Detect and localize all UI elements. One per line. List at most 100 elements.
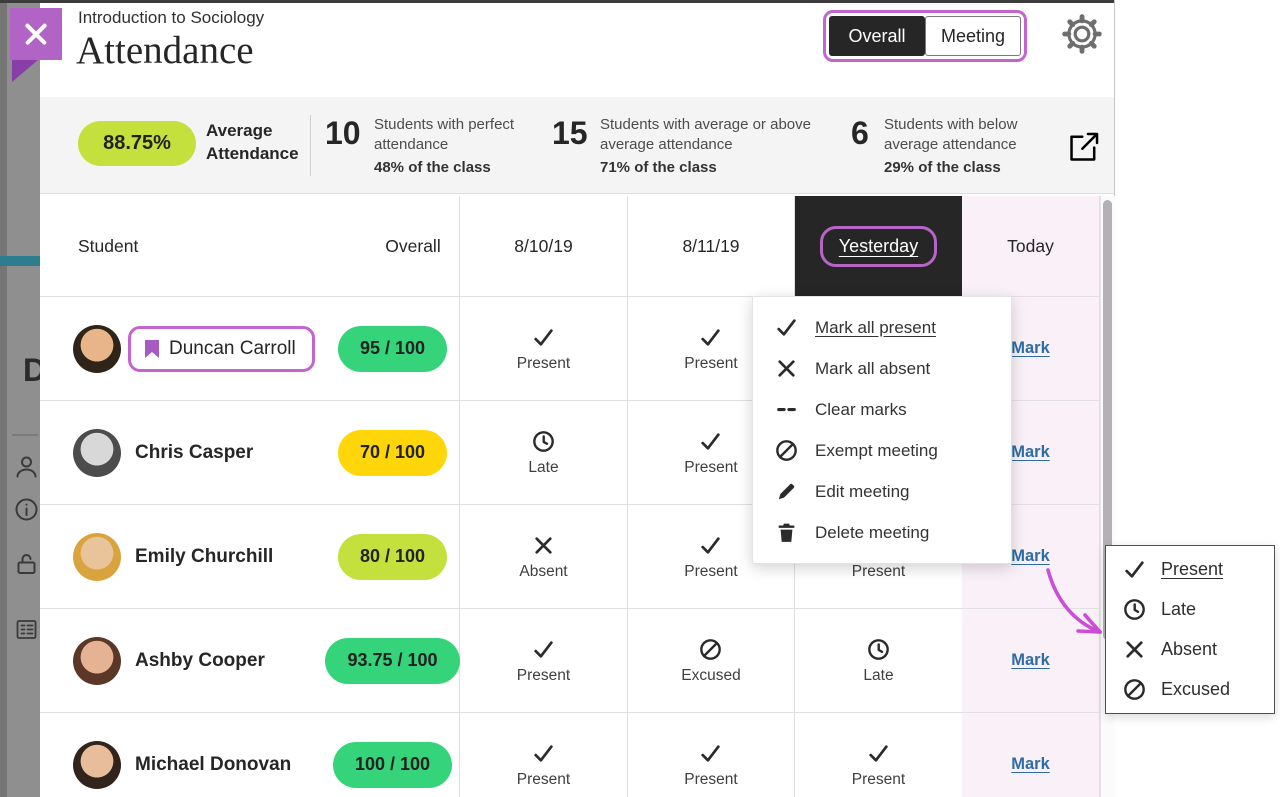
x-icon (531, 533, 556, 558)
overall-score: 95 / 100 (310, 297, 475, 400)
column-header-date-2[interactable]: 8/11/19 (628, 196, 795, 296)
attendance-mark-cell[interactable]: Excused (628, 609, 795, 712)
check-icon (698, 741, 723, 766)
stat-text: Students with average or above average a… (600, 115, 840, 178)
menu-item[interactable]: Mark all present (753, 307, 1011, 348)
breadcrumb: Introduction to Sociology (78, 8, 265, 27)
student-name[interactable]: Duncan Carroll (128, 325, 315, 372)
menu-item-label: Exempt meeting (815, 440, 938, 460)
overall-score: 80 / 100 (310, 505, 475, 608)
student-name[interactable]: Emily Churchill (135, 546, 273, 568)
avatar (73, 533, 121, 581)
mark-label: Present (684, 458, 738, 476)
table-header: Student Overall 8/10/19 8/11/19 Yesterda… (40, 196, 1100, 297)
menu-item-label: Clear marks (815, 399, 907, 419)
yesterday-column-button[interactable]: Yesterday (819, 225, 938, 267)
slash-circle-icon (698, 637, 723, 662)
export-button[interactable] (1066, 130, 1102, 166)
attendance-mark-cell[interactable]: Late (795, 609, 962, 712)
menu-item-label: Mark all present (815, 317, 936, 337)
overall-column-label: Overall (385, 235, 441, 256)
popup-item-label: Late (1161, 598, 1197, 619)
column-header-student: Student Overall (40, 196, 460, 296)
menu-item[interactable]: Delete meeting (753, 512, 1011, 553)
clock-icon (1122, 597, 1147, 622)
stat-number: 15 (552, 115, 588, 151)
student-name[interactable]: Michael Donovan (135, 754, 291, 776)
overall-score: 93.75 / 100 (310, 609, 475, 712)
mark-label: Present (516, 354, 571, 372)
mark-link[interactable]: Mark (1011, 547, 1050, 565)
settings-button[interactable] (1061, 13, 1103, 55)
mark-link[interactable]: Mark (1011, 443, 1050, 461)
attendance-mark-cell[interactable]: Present (460, 609, 628, 712)
mark-link[interactable]: Mark (1011, 339, 1050, 357)
toggle-overall[interactable]: Overall (829, 16, 925, 56)
student-name-label: Duncan Carroll (169, 337, 296, 359)
today-cell: Mark (962, 609, 1100, 712)
stat-share: 71% of the class (600, 158, 717, 176)
mark-label: Present (684, 562, 738, 580)
attendance-mark-cell[interactable]: Absent (460, 505, 628, 608)
attendance-mark: Present (684, 741, 738, 789)
attendance-mark-cell[interactable]: Late (460, 401, 628, 504)
student-cell: Emily Churchill 80 / 100 (40, 505, 460, 608)
panel-header: Introduction to Sociology Attendance Ove… (40, 0, 1114, 98)
popup-item-label: Present (1161, 558, 1224, 579)
bookmark-icon (144, 339, 160, 359)
close-panel-button[interactable] (10, 8, 62, 60)
attendance-mark-cell[interactable]: Present (460, 297, 628, 400)
student-name[interactable]: Chris Casper (135, 442, 253, 464)
student-name[interactable]: Ashby Cooper (135, 650, 265, 672)
mark-link[interactable]: Mark (1011, 651, 1050, 669)
column-header-date-1[interactable]: 8/10/19 (460, 196, 628, 296)
scrollbar-thumb[interactable] (1103, 200, 1112, 640)
column-header-yesterday: Yesterday (795, 196, 962, 296)
attendance-mark: Excused (681, 637, 741, 685)
gear-icon (1061, 14, 1103, 58)
attendance-mark: Late (528, 429, 559, 477)
export-icon (1067, 132, 1101, 167)
background-page-edge (0, 0, 7, 797)
check-icon (1122, 557, 1147, 582)
attendance-mark-cell[interactable]: Present (795, 713, 962, 797)
student-cell: Chris Casper 70 / 100 (40, 401, 460, 504)
journal-icon (13, 616, 40, 643)
popup-item-label: Absent (1161, 638, 1218, 659)
attendance-mark-cell[interactable]: Present (628, 713, 795, 797)
page-title: Attendance (76, 29, 254, 72)
mark-label: Present (851, 770, 906, 788)
popup-item[interactable]: Late (1106, 589, 1274, 629)
popup-item[interactable]: Excused (1106, 669, 1274, 709)
dashes-icon (774, 397, 799, 422)
menu-item[interactable]: Edit meeting (753, 471, 1011, 512)
menu-item-label: Edit meeting (815, 481, 910, 501)
mark-label: Late (528, 458, 559, 476)
trash-icon (774, 520, 799, 545)
table-row: Ashby Cooper 93.75 / 100 Present Excused Lat… (40, 609, 1100, 713)
popup-item[interactable]: Absent (1106, 629, 1274, 669)
mark-label: Present (516, 770, 571, 788)
menu-item[interactable]: Exempt meeting (753, 430, 1011, 471)
attendance-mark-cell[interactable]: Present (460, 713, 628, 797)
meeting-options-menu: Mark all present Mark all absent Clear mar… (752, 296, 1012, 564)
mark-label: Present (851, 562, 906, 580)
popup-item-label: Excused (1161, 678, 1231, 699)
score-pill: 70 / 100 (337, 429, 448, 476)
avatar (73, 741, 121, 789)
background-divider (12, 434, 38, 436)
attendance-mark: Present (517, 325, 570, 373)
menu-item[interactable]: Clear marks (753, 389, 1011, 430)
popup-item[interactable]: Present (1106, 549, 1274, 589)
average-attendance-label: Average Attendance (206, 121, 299, 163)
check-icon (774, 315, 799, 340)
column-header-today[interactable]: Today (962, 196, 1100, 296)
stat-number: 6 (851, 115, 869, 151)
avatar (73, 429, 121, 477)
pencil-icon (774, 479, 799, 504)
toggle-meeting[interactable]: Meeting (925, 16, 1021, 56)
student-cell: Duncan Carroll 95 / 100 (40, 297, 460, 400)
mark-link[interactable]: Mark (1011, 755, 1050, 773)
stat-description: Students with perfect attendance (374, 116, 515, 154)
menu-item[interactable]: Mark all absent (753, 348, 1011, 389)
